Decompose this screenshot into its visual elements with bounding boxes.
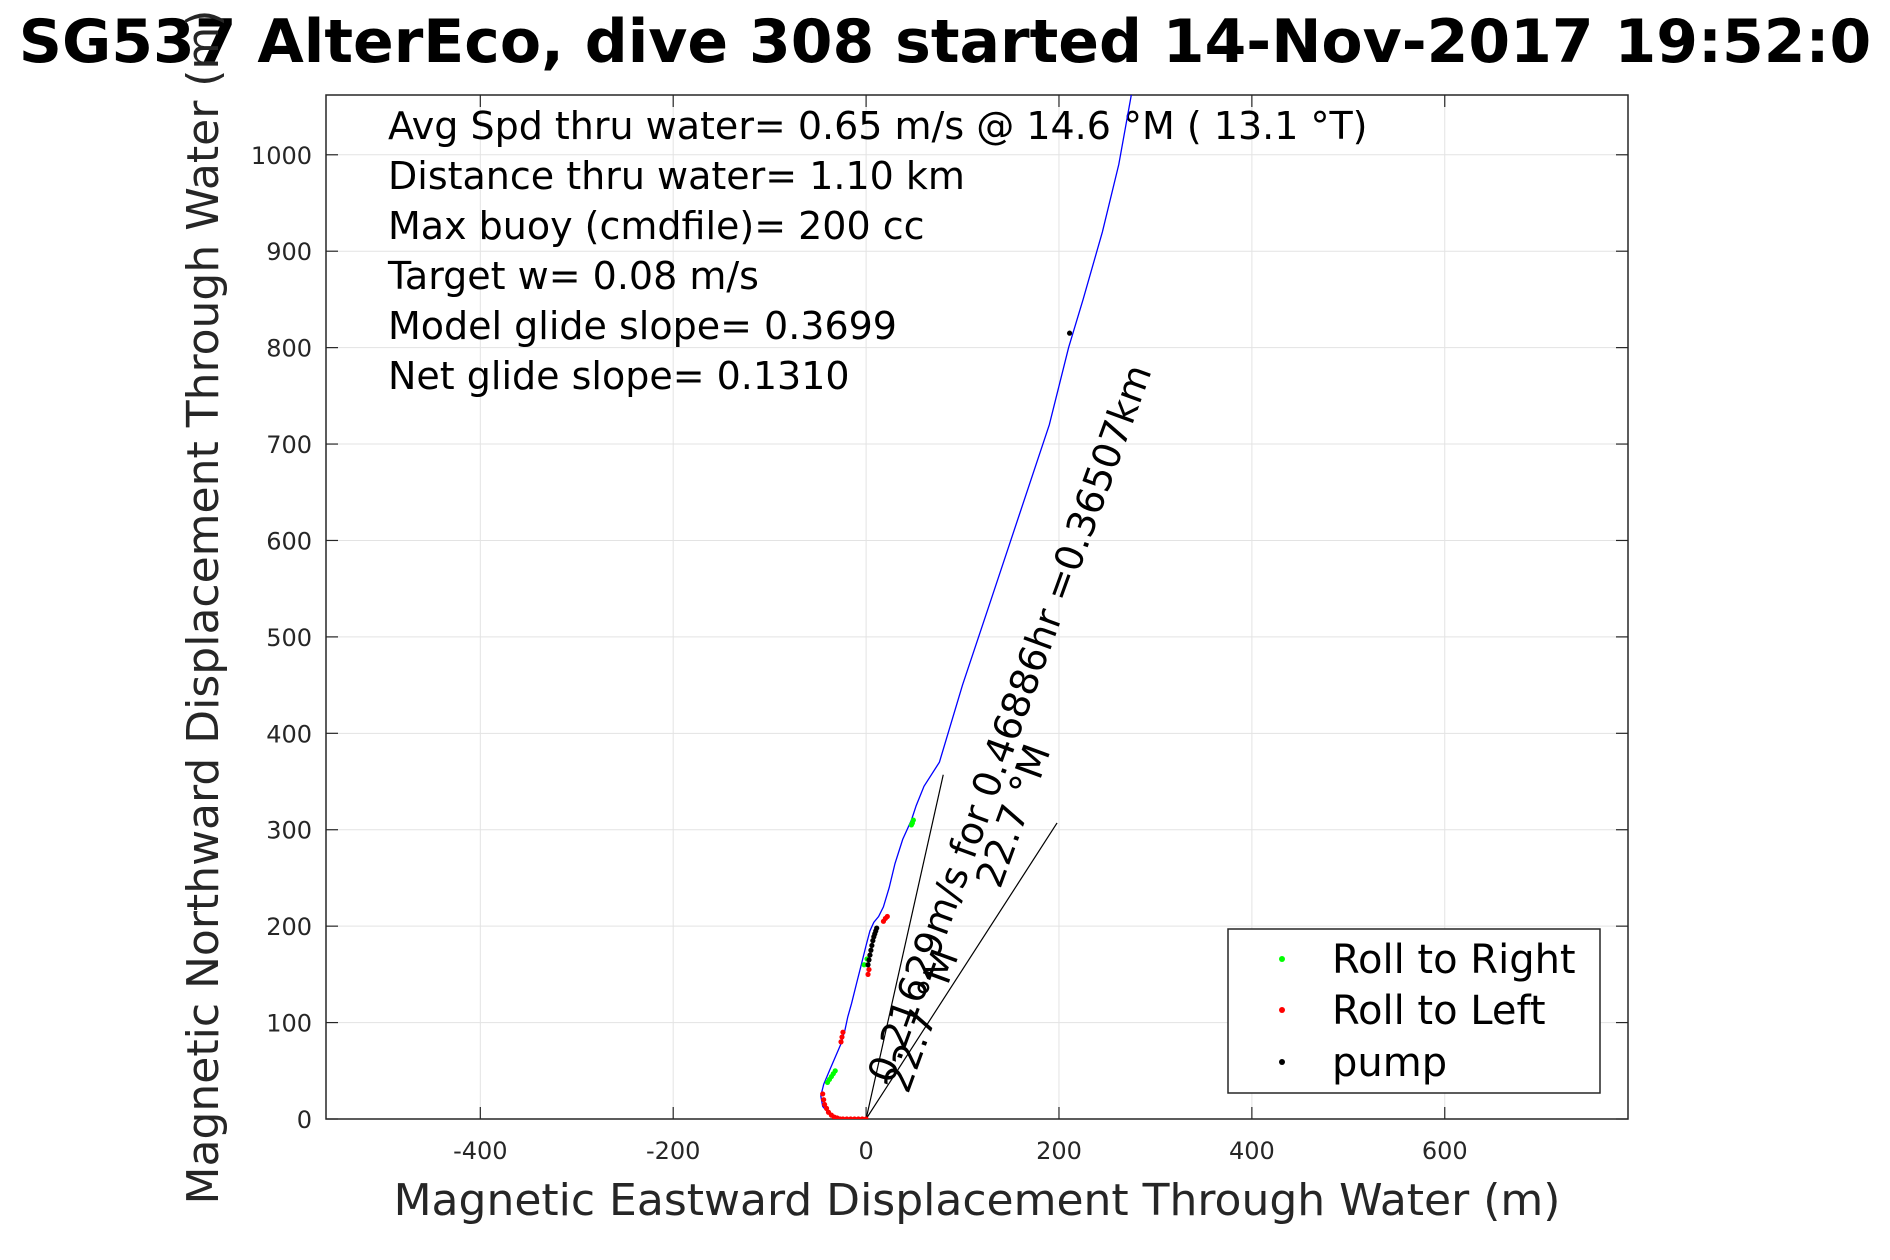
annotation-max-buoy: Max buoy (cmdfile)= 200 cc — [388, 204, 925, 248]
roll-left-point — [821, 1097, 827, 1103]
x-axis-ticks: -400 -200 0 200 400 600 — [453, 95, 1468, 1165]
current-vector-line — [865, 822, 1058, 1119]
y-axis-ticks: 0 100 200 300 400 500 600 700 800 900 1000 — [251, 142, 1628, 1134]
annotation-net-glide: Net glide slope= 0.1310 — [388, 354, 850, 398]
x-axis-label: Magnetic Eastward Displacement Through W… — [394, 1175, 1561, 1226]
current-speed-label: 0.21629m/s for 0.46886hr =0.36507km — [859, 359, 1160, 1088]
roll-left-point — [840, 1116, 846, 1119]
x-tick-label: -400 — [453, 1137, 507, 1165]
legend-label-roll-left: Roll to Left — [1332, 988, 1546, 1034]
roll-left-point — [839, 1034, 845, 1040]
y-tick-label: 900 — [266, 238, 312, 266]
y-tick-label: 800 — [266, 335, 312, 363]
roll-left-point — [822, 1101, 828, 1108]
roll-left-point — [855, 1116, 861, 1119]
plot-frame — [325, 94, 1629, 1120]
legend-label-roll-right: Roll to Right — [1332, 937, 1576, 983]
roll-left-point — [838, 1039, 844, 1045]
pump-point — [867, 952, 873, 958]
legend-marker-roll-right — [1279, 956, 1285, 962]
pump-point — [868, 947, 874, 953]
roll-left-point — [865, 971, 871, 977]
y-tick-label: 700 — [266, 431, 312, 459]
y-tick-label: 100 — [266, 1010, 312, 1038]
roll-left-point — [851, 1116, 858, 1119]
roll-right-point — [910, 817, 916, 823]
roll-left-point — [820, 1091, 826, 1097]
y-tick-label: 600 — [266, 527, 312, 555]
summary-annotations: Avg Spd thru water= 0.65 m/s @ 14.6 °M (… — [387, 104, 1368, 398]
pump-point — [874, 925, 880, 931]
y-tick-label: 1000 — [251, 142, 312, 170]
pump-point — [869, 942, 875, 949]
legend-marker-roll-left — [1279, 1007, 1285, 1013]
x-tick-label: 400 — [1229, 1137, 1275, 1165]
x-tick-label: -200 — [646, 1137, 700, 1165]
legend-box — [1227, 928, 1601, 1094]
y-tick-label: 300 — [266, 817, 312, 845]
roll-right-point — [832, 1068, 838, 1074]
annotation-distance: Distance thru water= 1.10 km — [388, 154, 965, 198]
roll-left-point — [863, 1116, 869, 1119]
roll-left-point — [866, 966, 872, 973]
roll-left-point — [840, 1029, 846, 1035]
pump-point — [865, 962, 871, 968]
y-tick-label: 500 — [266, 624, 312, 652]
x-tick-label: 200 — [1036, 1137, 1082, 1165]
plot-area — [820, 95, 1132, 1119]
current-vector-line — [865, 774, 944, 1119]
roll-left-point — [844, 1116, 850, 1119]
grid-lines — [326, 95, 1628, 1120]
legend-label-pump: pump — [1332, 1040, 1447, 1086]
track-line — [820, 95, 1132, 1119]
plot-content — [820, 95, 1132, 1119]
pump-point — [1066, 330, 1073, 336]
roll-left-point — [848, 1116, 854, 1119]
annotation-target-w: Target w= 0.08 m/s — [387, 254, 759, 298]
legend: Roll to Right Roll to Left pump — [1227, 928, 1601, 1094]
roll-left-point — [859, 1116, 865, 1119]
y-tick-label: 0 — [297, 1106, 312, 1134]
roll-left-point — [884, 913, 890, 920]
chart-title: SG537 AlterEco, dive 308 started 14-Nov-… — [19, 7, 1872, 77]
roll-left-point — [823, 1105, 830, 1111]
y-axis-label: Magnetic Northward Displacement Through … — [178, 10, 229, 1205]
legend-marker-pump — [1279, 1059, 1285, 1065]
x-tick-label: 600 — [1422, 1137, 1468, 1165]
x-tick-label: 0 — [858, 1137, 873, 1165]
annotation-model-glide: Model glide slope= 0.3699 — [388, 304, 897, 348]
pump-point — [866, 957, 872, 963]
current-labels: 0.21629m/s for 0.46886hr =0.36507km 22.7… — [859, 359, 1160, 1098]
y-tick-label: 400 — [266, 720, 312, 748]
roll-right-point — [861, 962, 867, 968]
y-tick-label: 200 — [266, 913, 312, 941]
annotation-avg-speed: Avg Spd thru water= 0.65 m/s @ 14.6 °M (… — [388, 104, 1368, 148]
